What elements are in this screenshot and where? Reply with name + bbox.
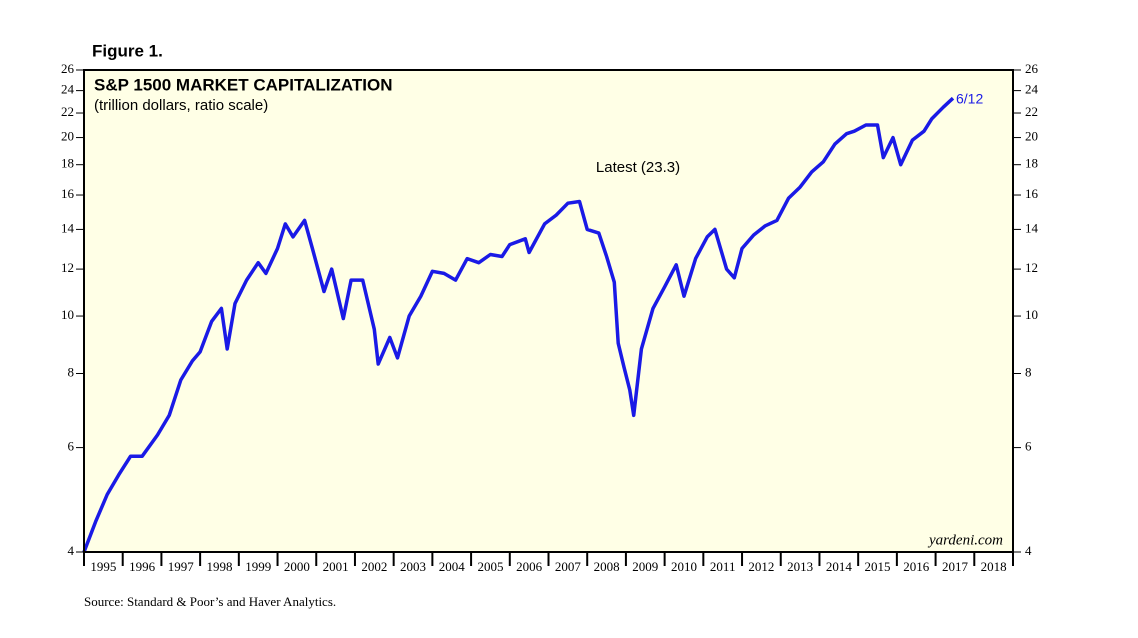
plot-background (84, 70, 1013, 552)
x-tick-label: 2004 (439, 559, 466, 574)
y-tick-label: 16 (61, 186, 75, 201)
y-tick-label: 4 (68, 543, 75, 558)
x-tick-label: 2017 (942, 559, 969, 574)
source: Source: Standard & Poor’s and Haver Anal… (84, 594, 336, 609)
x-tick-label: 2011 (710, 559, 736, 574)
x-tick-label: 1998 (206, 559, 232, 574)
y2-tick-label: 16 (1025, 186, 1039, 201)
x-tick-label: 2013 (787, 559, 813, 574)
y2-tick-label: 24 (1025, 82, 1039, 97)
x-tick-label: 2016 (903, 559, 930, 574)
y-tick-label: 6 (68, 439, 75, 454)
x-tick-label: 2015 (865, 559, 891, 574)
x-tick-label: 2001 (323, 559, 349, 574)
y-tick-label: 8 (68, 364, 75, 379)
x-tick-label: 2008 (594, 559, 620, 574)
chart-subtitle: (trillion dollars, ratio scale) (94, 97, 268, 114)
y-tick-label: 20 (61, 129, 74, 144)
y2-tick-label: 6 (1025, 439, 1032, 454)
x-tick-label: 2007 (555, 559, 582, 574)
y-tick-label: 24 (61, 82, 75, 97)
x-tick-label: 2018 (981, 559, 1007, 574)
y-tick-label: 10 (61, 307, 74, 322)
y2-tick-label: 12 (1025, 260, 1038, 275)
x-tick-label: 2000 (284, 559, 310, 574)
y2-tick-label: 14 (1025, 220, 1039, 235)
x-tick-label: 2005 (477, 559, 503, 574)
x-tick-label: 2006 (516, 559, 543, 574)
annotation: 6/12 (956, 91, 983, 107)
x-tick-label: 2012 (748, 559, 774, 574)
y2-tick-label: 18 (1025, 156, 1038, 171)
y2-tick-label: 20 (1025, 129, 1038, 144)
y-tick-label: 12 (61, 260, 74, 275)
data-line (82, 96, 955, 553)
y2-tick-label: 10 (1025, 307, 1038, 322)
x-tick-label: 2014 (826, 559, 853, 574)
x-tick-label: 2003 (400, 559, 426, 574)
annotation: Latest (23.3) (596, 159, 680, 176)
x-tick-label: 2010 (671, 559, 697, 574)
y2-tick-label: 8 (1025, 364, 1032, 379)
watermark: yardeni.com (927, 532, 1003, 548)
x-tick-label: 2009 (632, 559, 658, 574)
x-tick-label: 1996 (129, 559, 156, 574)
chart-title: S&P 1500 MARKET CAPITALIZATION (94, 75, 392, 94)
y-tick-label: 18 (61, 156, 74, 171)
y-tick-label: 22 (61, 104, 74, 119)
y-tick-label: 26 (61, 61, 75, 76)
y2-tick-label: 26 (1025, 61, 1039, 76)
x-tick-label: 1999 (245, 559, 271, 574)
y2-tick-label: 22 (1025, 104, 1038, 119)
x-tick-label: 1995 (90, 559, 116, 574)
y2-tick-label: 4 (1025, 543, 1032, 558)
y-tick-label: 14 (61, 220, 75, 235)
figure-label: Figure 1. (92, 41, 163, 60)
x-tick-label: 1997 (168, 559, 195, 574)
x-tick-label: 2002 (361, 559, 387, 574)
plot-frame (83, 69, 1014, 553)
